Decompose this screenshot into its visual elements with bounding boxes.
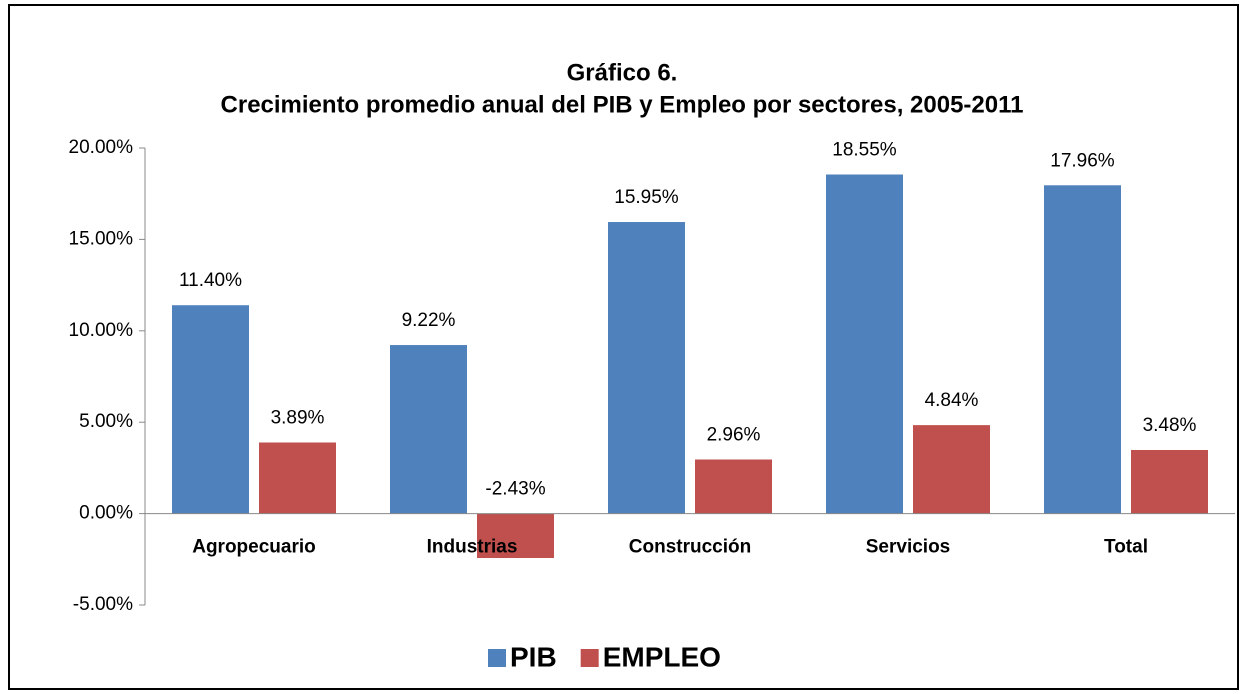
bar xyxy=(1131,449,1208,514)
data-label: 17.96% xyxy=(1050,150,1115,171)
chart-subtitle: Crecimiento promedio anual del PIB y Emp… xyxy=(221,91,1024,118)
bar xyxy=(695,459,772,514)
y-tick-label: 20.00% xyxy=(69,137,134,158)
x-tick-label: Industrias xyxy=(427,537,518,558)
legend-label: EMPLEO xyxy=(603,641,721,672)
legend-label: PIB xyxy=(510,641,557,672)
legend-swatch xyxy=(488,649,506,667)
y-tick-label: 5.00% xyxy=(79,411,133,432)
bar xyxy=(913,425,990,514)
bar xyxy=(477,513,554,559)
x-tick-label: Agropecuario xyxy=(192,537,316,558)
data-label: 2.96% xyxy=(707,425,761,446)
data-label: 3.48% xyxy=(1143,415,1197,436)
x-tick-label: Servicios xyxy=(866,537,951,558)
data-label: 11.40% xyxy=(179,270,242,291)
y-tick-label: 15.00% xyxy=(69,228,134,249)
y-tick-label: -5.00% xyxy=(73,594,133,615)
data-label: 3.89% xyxy=(271,408,325,429)
data-label: 9.22% xyxy=(402,310,456,331)
data-label: 18.55% xyxy=(832,140,897,161)
bar xyxy=(826,174,903,514)
legend-swatch xyxy=(580,649,599,667)
x-tick-label: Construcción xyxy=(629,537,751,558)
bar xyxy=(390,345,467,514)
data-label: 4.84% xyxy=(925,390,979,411)
x-tick-label: Total xyxy=(1104,537,1148,558)
data-label: -2.43% xyxy=(485,479,545,500)
y-tick-label: 10.00% xyxy=(69,320,134,341)
data-label: 15.95% xyxy=(614,187,679,208)
bar xyxy=(259,442,336,514)
chart-title: Gráfico 6. xyxy=(567,59,678,86)
bar xyxy=(1044,185,1121,514)
bar xyxy=(172,305,249,514)
y-tick-label: 0.00% xyxy=(79,503,133,524)
bar xyxy=(608,222,685,514)
